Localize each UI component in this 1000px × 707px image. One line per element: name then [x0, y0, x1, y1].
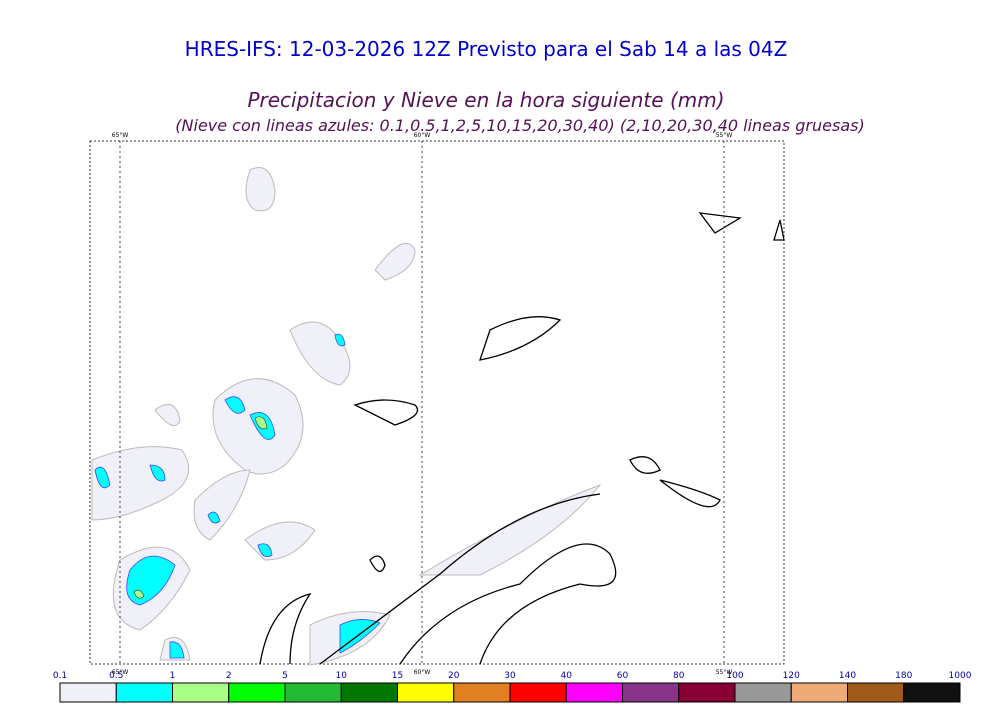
colorbar-label: 20	[448, 671, 460, 681]
colorbar-label: 80	[673, 671, 685, 681]
colorbar-label: 40	[561, 671, 573, 681]
meridian-label: 55°W	[716, 669, 733, 676]
colorbar-box	[734, 682, 792, 703]
note: (Nieve con lineas azules: 0.1,0.5,1,2,5,…	[175, 116, 864, 135]
colorbar-box	[678, 682, 736, 703]
colorbar-label: 15	[392, 671, 403, 681]
coastlines	[259, 212, 785, 665]
map-frame	[89, 140, 785, 665]
colorbar-label: 0.1	[53, 671, 67, 681]
colorbar-box	[622, 682, 680, 703]
colorbar-box	[284, 682, 342, 703]
meridian-label: 65°W	[112, 669, 129, 676]
colorbar-label: 180	[895, 671, 912, 681]
colorbar-box	[509, 682, 567, 703]
colorbar-label: 0.5	[109, 671, 123, 681]
subtitle: Precipitacion y Nieve en la hora siguien…	[247, 88, 724, 112]
colorbar-box	[847, 682, 905, 703]
colorbar-box	[903, 682, 961, 703]
meridian-label: 65°W	[112, 132, 129, 139]
colorbar-label: 120	[783, 671, 800, 681]
meridian-label: 60°W	[414, 132, 431, 139]
colorbar-box	[340, 682, 398, 703]
precipitation	[91, 167, 602, 666]
colorbar-box	[453, 682, 511, 703]
colorbar-label: 2	[226, 671, 232, 681]
meridians: 65°W 60°W 55°W 65°W 60°W 55°W	[112, 132, 733, 676]
colorbar-label: 60	[617, 671, 629, 681]
colorbar-label: 1000	[949, 671, 972, 681]
colorbar: 0.1 0.5 1 2 5 10 15 20 30 40 60 80 100 120 140 180 1000	[53, 671, 972, 703]
colorbar-box	[115, 682, 173, 703]
colorbar-box	[228, 682, 286, 703]
meridian-label: 60°W	[414, 669, 431, 676]
colorbar-label: 100	[726, 671, 743, 681]
colorbar-label: 30	[504, 671, 516, 681]
colorbar-label: 10	[336, 671, 348, 681]
colorbar-box	[172, 682, 230, 703]
title: HRES-IFS: 12-03-2026 12Z Previsto para e…	[185, 37, 788, 61]
map: 65°W 60°W 55°W 65°W 60°W 55°W	[89, 132, 785, 676]
colorbar-box	[397, 682, 455, 703]
colorbar-label: 1	[170, 671, 176, 681]
colorbar-label: 5	[282, 671, 288, 681]
meridian-label: 55°W	[716, 132, 733, 139]
colorbar-box	[59, 682, 117, 703]
colorbar-label: 140	[839, 671, 856, 681]
colorbar-box	[565, 682, 623, 703]
colorbar-box	[790, 682, 848, 703]
